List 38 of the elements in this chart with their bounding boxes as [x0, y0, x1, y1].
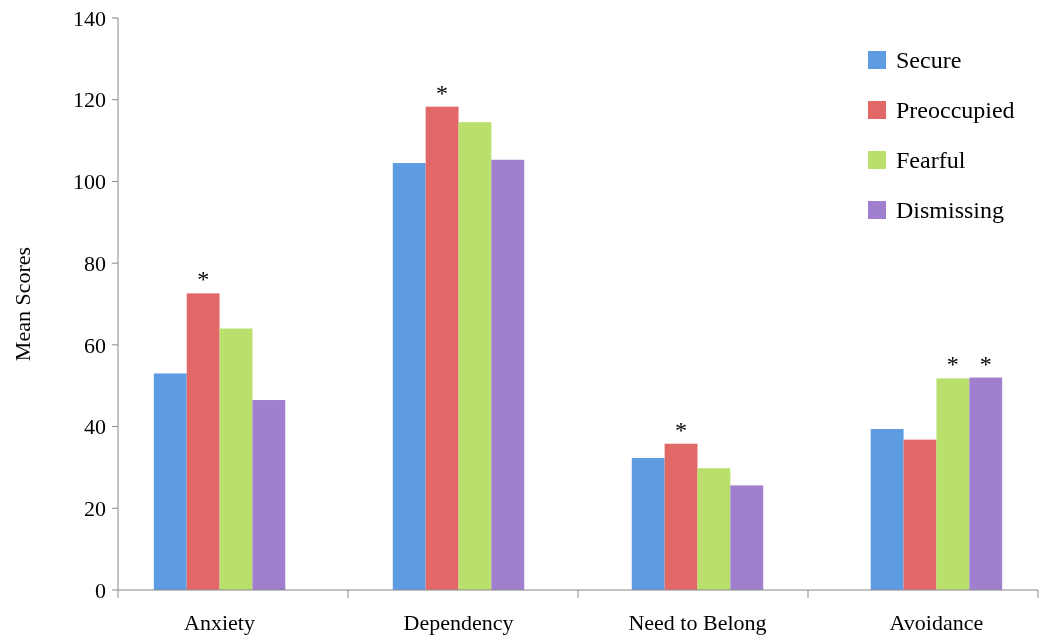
annotation: * [979, 350, 992, 377]
y-tick-label: 0 [95, 577, 106, 603]
bar [186, 293, 220, 590]
y-tick-label: 80 [84, 250, 106, 276]
bar [392, 163, 426, 590]
bar [903, 439, 937, 590]
y-tick-label: 60 [84, 332, 106, 358]
bar [730, 485, 764, 590]
bar [870, 429, 904, 590]
x-tick-label: Dependency [403, 610, 514, 635]
bar [631, 458, 665, 590]
legend-label: Preoccupied [896, 97, 1015, 124]
annotation: * [675, 416, 688, 443]
y-tick-label: 100 [73, 169, 106, 195]
y-tick-label: 40 [84, 414, 106, 440]
y-tick-label: 140 [73, 5, 106, 31]
annotation: * [197, 266, 210, 293]
legend-label: Secure [896, 47, 962, 74]
annotation: * [436, 79, 449, 106]
y-axis-title: Mean Scores [10, 246, 35, 362]
bar [491, 159, 525, 590]
bar [252, 400, 286, 590]
y-tick-label: 20 [84, 495, 106, 521]
y-tick-label: 120 [73, 87, 106, 113]
bar [697, 468, 731, 590]
bar [153, 373, 187, 590]
x-tick-label: Avoidance [889, 610, 984, 635]
bar [458, 122, 492, 590]
bar [425, 106, 459, 590]
bar [219, 328, 253, 590]
legend-label: Fearful [896, 147, 966, 174]
annotation: * [946, 351, 959, 378]
x-tick-label: Anxiety [184, 610, 255, 635]
bar [664, 443, 698, 590]
bar [936, 378, 970, 590]
legend-label: Dismissing [896, 197, 1005, 224]
x-tick-label: Need to Belong [628, 610, 767, 635]
bar [969, 377, 1003, 590]
